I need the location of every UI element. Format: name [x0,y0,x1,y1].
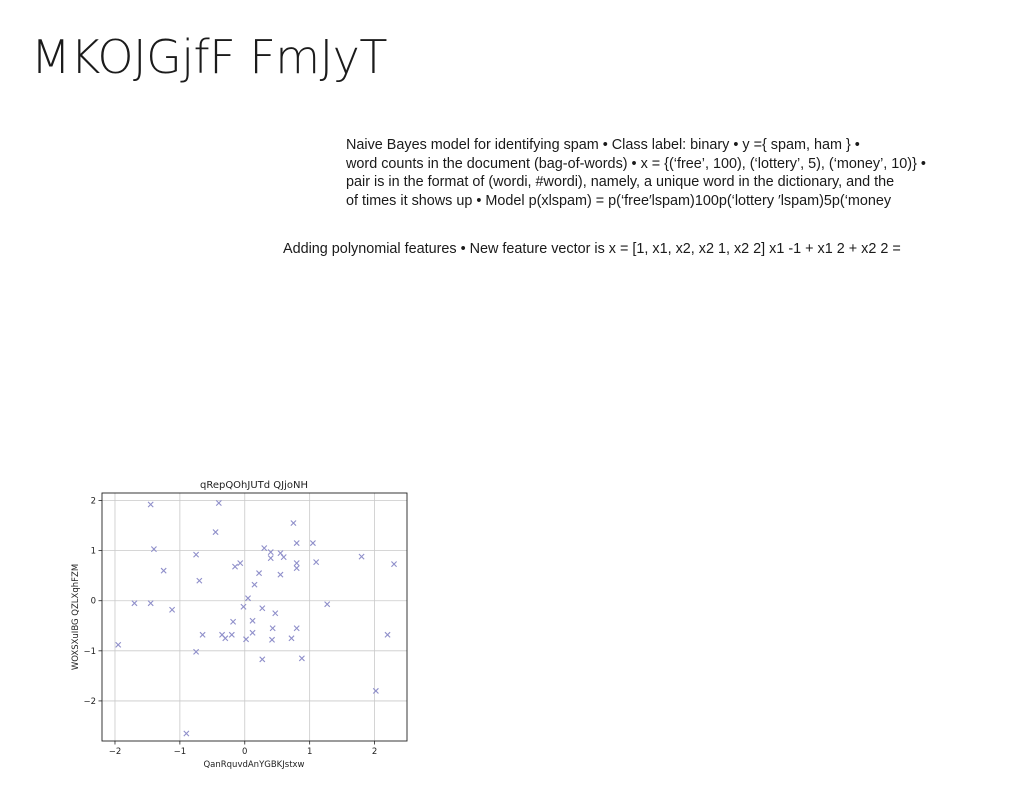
x-tick-label: −2 [109,747,122,757]
scatter-point [249,617,256,624]
scatter-point [259,605,266,612]
scatter-point [313,559,320,566]
naive-bayes-paragraph: Naive Bayes model for identifying spam •… [346,136,1006,210]
scatter-point [259,656,266,663]
scatter-point [293,625,300,632]
scatter-point [267,555,274,562]
axis-ticks: −2 −1 0 1 2 −2 −1 0 1 2 [83,497,377,757]
polynomial-features-text: Adding polynomial features • New feature… [283,241,901,257]
chart-title: qRepQOhJUTd QJjoNH [200,480,308,491]
paragraph-line: pair is in the format of (wordi, #wordi)… [346,174,895,191]
scatter-point [115,641,122,648]
paragraph-line: of times it shows up • Model p(xlspam) =… [346,192,892,209]
scatter-point [391,561,398,568]
scatter-point [212,529,219,536]
scatter-point [228,631,235,638]
scatter-point [193,648,200,655]
scatter-point [251,581,258,588]
scatter-point [232,563,239,570]
x-tick-label: 1 [307,747,312,757]
scatter-point [193,551,200,558]
scatter-point [288,635,295,642]
scatter-point [160,567,167,574]
scatter-point [230,618,237,625]
scatter-point [243,636,250,643]
scatter-chart: qRepQOhJUTd QJjoNH −2 −1 0 1 2 −2 −1 0 1 2 QanRqu… [60,472,420,772]
scatter-point [215,500,222,507]
scatter-point [147,501,154,508]
scatter-point [261,545,268,552]
scatter-point [131,600,138,607]
y-tick-label: 2 [91,497,96,507]
scatter-point [150,546,157,553]
scatter-point [169,606,176,613]
scatter-point [269,636,276,643]
y-tick-label: −2 [83,697,96,707]
scatter-point [237,560,244,567]
scatter-point [309,540,316,547]
scatter-point [196,577,203,584]
scatter-point [298,655,305,662]
y-tick-label: −1 [83,647,96,657]
scatter-point [183,730,190,737]
scatter-point [240,603,247,610]
scatter-point [269,625,276,632]
scatter-point [280,554,287,561]
scatter-chart-svg: qRepQOhJUTd QJjoNH −2 −1 0 1 2 −2 −1 0 1 2 QanRqu… [71,480,408,770]
scatter-point [256,570,263,577]
paragraph-line: Naive Bayes model for identifying spam •… [346,137,860,153]
scatter-point [372,687,379,694]
scatter-point [293,565,300,572]
scatter-point [245,595,251,602]
plot-frame [101,492,408,742]
x-axis-label: QanRquvdAnYGBKJstxw [203,760,304,770]
scatter-point [293,560,300,567]
scatter-point [272,610,279,617]
scatter-point [222,635,229,642]
paragraph-line: word counts in the document (bag-of-word… [346,155,926,172]
scatter-point [199,631,206,638]
scatter-points [115,500,398,737]
grid-lines [102,493,407,741]
y-tick-label: 0 [91,597,96,607]
scatter-point [147,600,154,607]
y-tick-label: 1 [91,547,96,557]
scatter-point [277,571,284,578]
scatter-point [293,540,300,547]
scatter-point [358,553,365,560]
x-tick-label: 2 [372,747,377,757]
slide-title: MKOJGjfF FmJyT [31,30,387,84]
scatter-point [267,549,274,556]
scatter-point [290,520,297,527]
x-tick-label: 0 [242,747,247,757]
scatter-point [324,601,331,608]
y-axis-label: WOXSXuIBG QZLXqhFZM [71,564,81,670]
scatter-point [384,631,391,638]
scatter-point [249,629,256,636]
x-tick-label: −1 [174,747,187,757]
